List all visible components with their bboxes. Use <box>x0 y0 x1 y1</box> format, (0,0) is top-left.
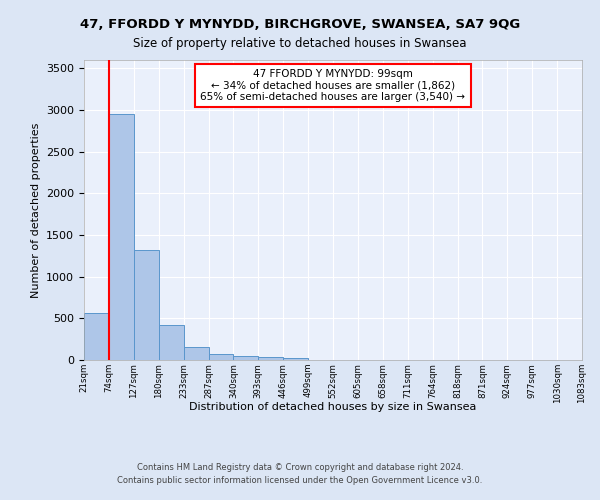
Bar <box>209 354 233 360</box>
Text: Distribution of detached houses by size in Swansea: Distribution of detached houses by size … <box>190 402 476 412</box>
Bar <box>109 114 134 360</box>
Bar <box>134 250 159 360</box>
Bar <box>159 325 184 360</box>
Text: Contains public sector information licensed under the Open Government Licence v3: Contains public sector information licen… <box>118 476 482 485</box>
Text: Contains HM Land Registry data © Crown copyright and database right 2024.: Contains HM Land Registry data © Crown c… <box>137 462 463 471</box>
Bar <box>184 347 209 360</box>
Bar <box>259 357 283 360</box>
Text: 47 FFORDD Y MYNYDD: 99sqm
← 34% of detached houses are smaller (1,862)
65% of se: 47 FFORDD Y MYNYDD: 99sqm ← 34% of detac… <box>200 69 466 102</box>
Y-axis label: Number of detached properties: Number of detached properties <box>31 122 41 298</box>
Text: 47, FFORDD Y MYNYDD, BIRCHGROVE, SWANSEA, SA7 9QG: 47, FFORDD Y MYNYDD, BIRCHGROVE, SWANSEA… <box>80 18 520 30</box>
Text: Size of property relative to detached houses in Swansea: Size of property relative to detached ho… <box>133 38 467 51</box>
Bar <box>84 312 109 360</box>
Bar <box>283 358 308 360</box>
Bar <box>233 356 259 360</box>
